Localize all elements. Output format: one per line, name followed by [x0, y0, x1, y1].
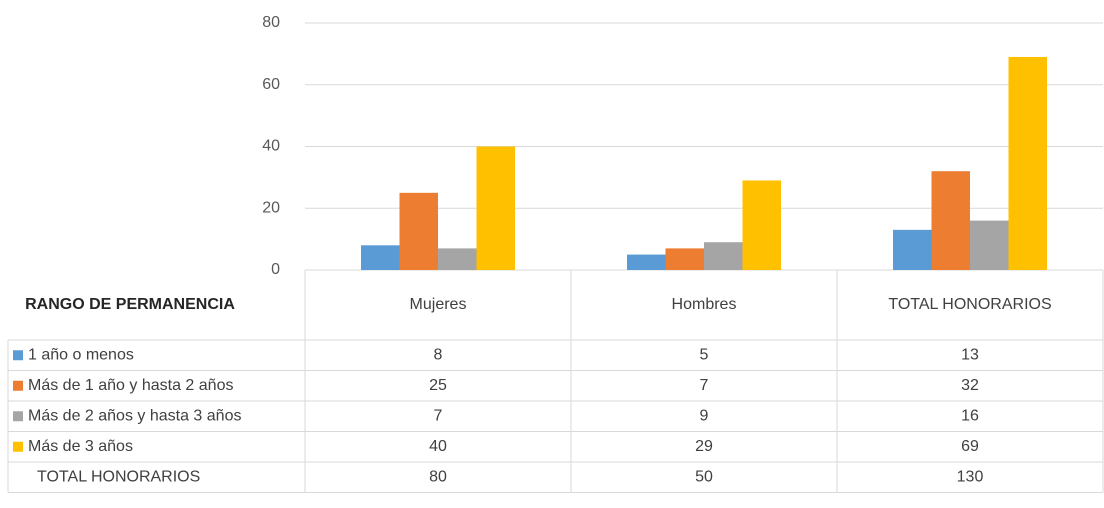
- bar: [361, 245, 400, 270]
- legend-label: 1 año o menos: [28, 346, 134, 363]
- y-tick-label: 40: [262, 138, 280, 155]
- table-value: 25: [429, 377, 447, 394]
- bar: [1008, 56, 1047, 271]
- y-tick-label: 60: [262, 76, 280, 93]
- y-tick-label: 80: [262, 14, 280, 31]
- bar: [476, 146, 515, 270]
- bar: [438, 248, 477, 270]
- legend-label: Más de 1 año y hasta 2 años: [28, 377, 233, 394]
- table-value: 13: [961, 346, 979, 363]
- legend-key: [13, 441, 23, 452]
- bar: [893, 229, 932, 270]
- table-value: 69: [961, 438, 979, 455]
- table-value: 8: [434, 346, 443, 363]
- total-label: TOTAL HONORARIOS: [37, 468, 200, 485]
- table-value: 7: [434, 407, 443, 424]
- bar: [970, 220, 1009, 270]
- table-value: 16: [961, 407, 979, 424]
- table-value: 32: [961, 377, 979, 394]
- table-value: 29: [695, 438, 713, 455]
- bar: [665, 248, 704, 270]
- category-label: TOTAL HONORARIOS: [888, 296, 1052, 313]
- legend-key: [13, 411, 23, 422]
- table-value: 5: [700, 346, 709, 363]
- table-value: 7: [700, 377, 709, 394]
- category-label: Hombres: [671, 296, 737, 313]
- legend-label: Más de 2 años y hasta 3 años: [28, 407, 241, 424]
- y-tick-label: 20: [262, 199, 280, 216]
- table-value: 40: [429, 438, 447, 455]
- category-label: Mujeres: [409, 296, 467, 313]
- legend-key: [13, 350, 23, 361]
- table-value: 9: [700, 407, 709, 424]
- legend-key: [13, 380, 23, 391]
- table-title: RANGO DE PERMANENCIA: [25, 296, 235, 313]
- bar: [704, 242, 743, 270]
- bar: [399, 192, 438, 270]
- table-value: 50: [695, 468, 713, 485]
- legend-label: Más de 3 años: [28, 438, 133, 455]
- bar: [931, 171, 970, 270]
- bar: [627, 254, 666, 270]
- table-value: 130: [957, 468, 984, 485]
- y-tick-label: 0: [271, 261, 280, 278]
- table-value: 80: [429, 468, 447, 485]
- bar: [742, 180, 781, 270]
